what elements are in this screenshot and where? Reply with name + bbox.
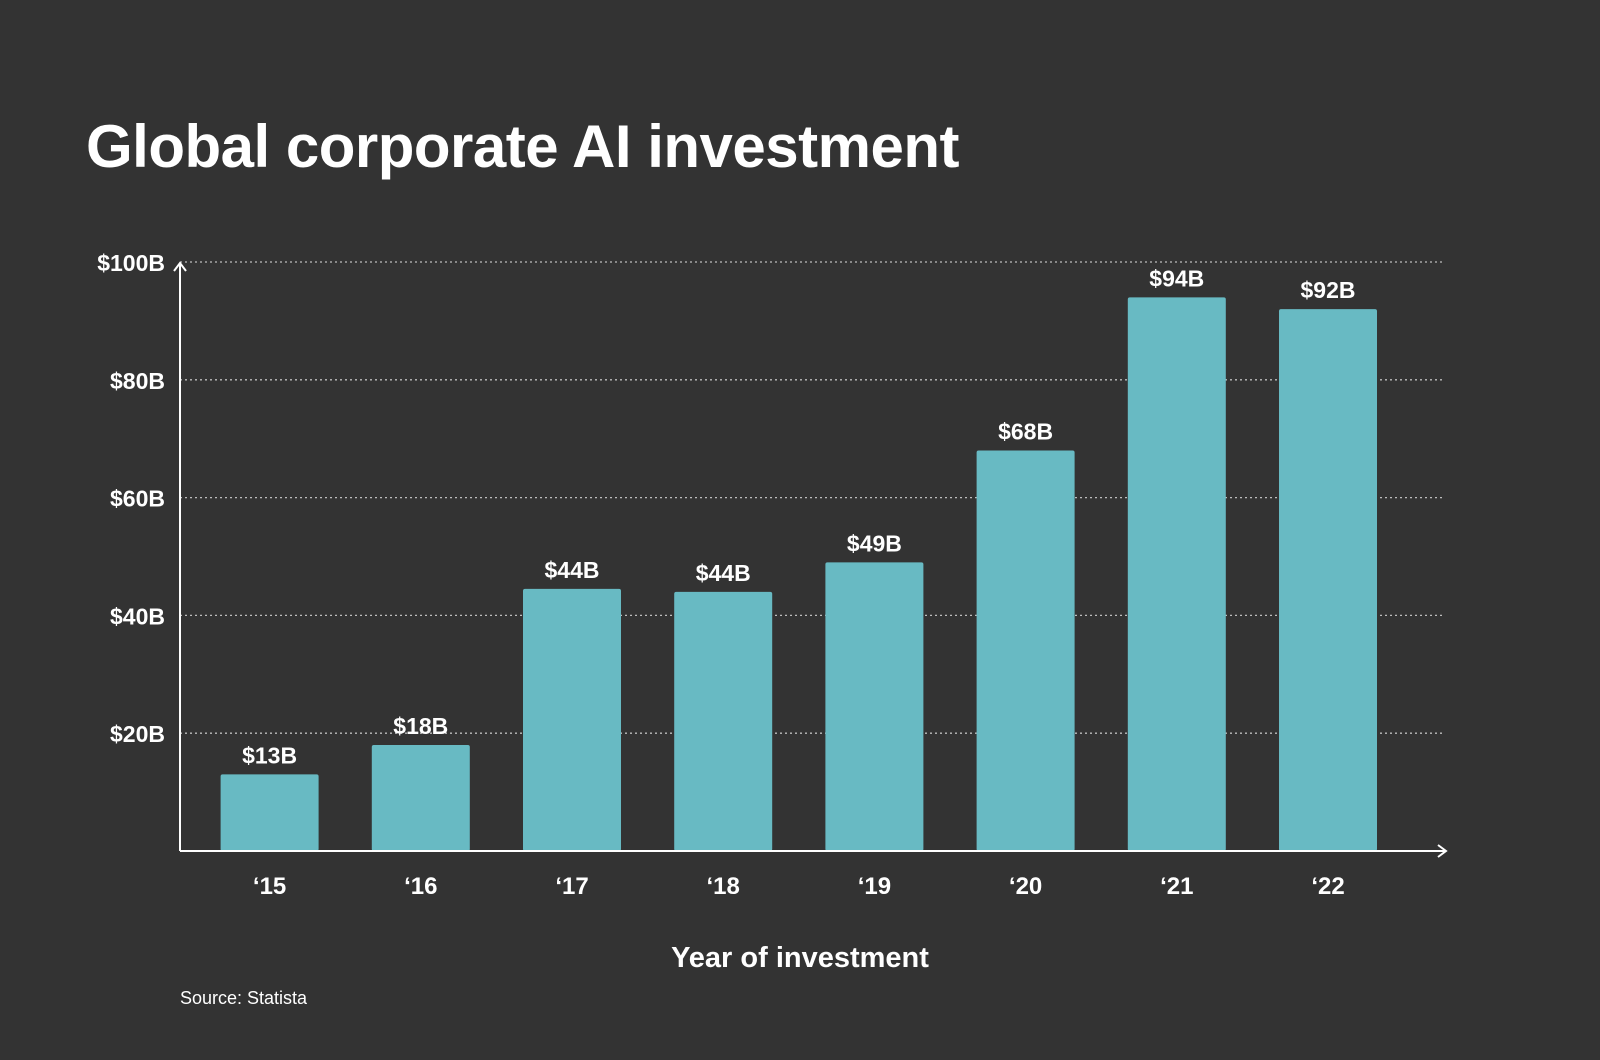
bar-value-label: $18B	[393, 713, 448, 739]
bar-value-label: $44B	[696, 560, 751, 586]
x-tick-label: ‘22	[1311, 873, 1344, 900]
bar	[674, 591, 773, 851]
bar-value-label: $92B	[1301, 277, 1356, 303]
labels: $20B $40B $60B $80B $100B $13B ‘15 $18B ‘16 $44B ‘…	[97, 250, 1355, 900]
x-axis-title: Year of investment	[671, 942, 929, 974]
axes	[173, 261, 1448, 858]
x-tick-label: ‘17	[555, 873, 588, 900]
bar-value-label: $68B	[998, 418, 1053, 444]
bar	[220, 774, 319, 851]
bar-value-label: $49B	[847, 530, 902, 556]
x-tick-label: ‘19	[858, 873, 891, 900]
x-tick-label: ‘21	[1160, 873, 1193, 900]
x-tick-label: ‘18	[707, 873, 740, 900]
bar	[1279, 309, 1377, 851]
x-tick-label: ‘20	[1009, 873, 1042, 900]
bar	[976, 450, 1075, 851]
bar-value-label: $13B	[242, 742, 297, 768]
x-axis-arrow-icon	[1437, 844, 1448, 858]
gridlines	[180, 261, 1444, 734]
source-note: Source: Statista	[180, 988, 308, 1008]
y-axis-arrow-icon	[173, 261, 187, 272]
bar	[523, 588, 621, 851]
bar-value-label: $44B	[545, 557, 600, 583]
y-tick-label: $80B	[110, 368, 165, 394]
bar-value-label: $94B	[1149, 265, 1204, 291]
x-tick-label: ‘15	[253, 873, 286, 900]
bar	[825, 562, 924, 851]
bar	[1127, 297, 1226, 852]
bar	[371, 744, 470, 851]
y-tick-label: $100B	[97, 250, 165, 276]
x-tick-label: ‘16	[404, 873, 437, 900]
y-tick-label: $20B	[110, 721, 165, 747]
chart-title: Global corporate AI investment	[86, 113, 959, 180]
y-tick-label: $60B	[110, 486, 165, 512]
y-tick-label: $40B	[110, 603, 165, 629]
bars	[220, 297, 1377, 852]
